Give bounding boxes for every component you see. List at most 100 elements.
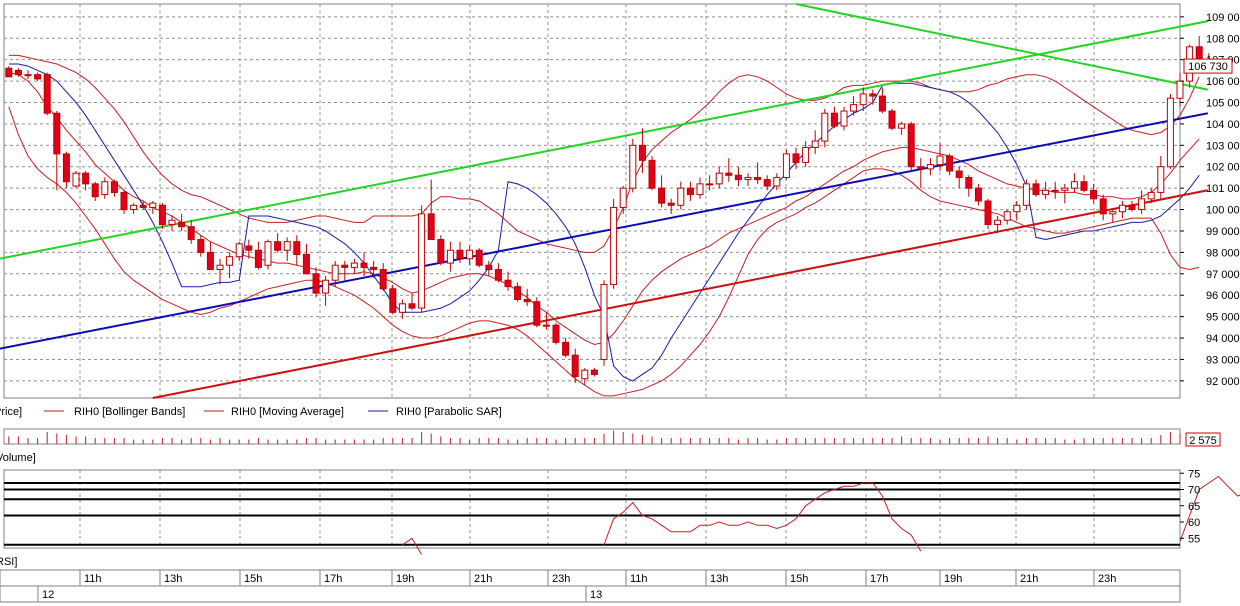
candle-down [965, 176, 973, 189]
volume-panel[interactable]: 2 575 Volume] [0, 428, 1221, 464]
candle-down [533, 301, 541, 326]
candle-down [946, 155, 954, 172]
candle-up [850, 104, 858, 112]
candle-down [254, 249, 262, 268]
candle-up [1022, 183, 1030, 206]
candle-down [763, 179, 771, 187]
price-tick-label: 106 000 [1206, 76, 1240, 88]
price-tick-label: 109 000 [1206, 12, 1240, 24]
candle-up [1042, 189, 1050, 196]
candle-up [331, 264, 339, 281]
trend-line-green[interactable] [795, 3, 1209, 91]
hour-label: 23h [552, 573, 570, 585]
candle-down [5, 67, 13, 78]
candle-down [917, 166, 925, 170]
candle-up [101, 181, 109, 196]
date-label: 12 [42, 589, 54, 601]
candle-up [1013, 204, 1021, 213]
candle-up [610, 206, 618, 286]
candle-down [504, 279, 512, 288]
candle-down [638, 144, 646, 161]
date-labels: 12 13 [37, 586, 602, 602]
candle-up [1070, 181, 1078, 189]
price-plot-frame [3, 3, 1181, 399]
trend-lines[interactable] [0, 3, 1209, 399]
candle-down [869, 93, 877, 97]
price-tick-label: 97 000 [1206, 269, 1240, 281]
candle-up [898, 123, 906, 129]
candle-up [235, 243, 243, 258]
candle-down [552, 324, 560, 343]
hour-label: 17h [324, 573, 342, 585]
candle-down [14, 69, 22, 76]
rsi-series [603, 482, 922, 552]
candle-up [936, 155, 944, 166]
legend-background [0, 402, 1180, 420]
candle-down [686, 187, 694, 196]
price-tick-label: 108 000 [1206, 33, 1240, 45]
candle-down [907, 123, 915, 168]
candle-down [341, 264, 349, 268]
trend-line-green[interactable] [0, 20, 1209, 260]
candle-down [888, 110, 896, 129]
candle-down [120, 191, 128, 211]
price-axis: 92 000 93 000 94 000 95 000 96 000 97 000 98 0… [1180, 12, 1240, 388]
candle-up [1176, 80, 1184, 99]
price-tick-label: 101 000 [1206, 183, 1240, 195]
candle-down [658, 187, 666, 204]
bollinger-lower [8, 106, 1200, 397]
candle-down [974, 187, 982, 202]
candle-down [725, 172, 733, 176]
candle-down [571, 354, 579, 378]
candle-down [158, 204, 166, 226]
price-tick-label: 104 000 [1206, 119, 1240, 131]
candle-down [91, 183, 99, 198]
hour-label: 13h [164, 573, 182, 585]
candle-up [619, 187, 627, 208]
candle-up [782, 153, 790, 178]
price-tick-label: 103 000 [1206, 140, 1240, 152]
candle-down [379, 269, 387, 290]
last-price-tag: 106 730 [1183, 58, 1233, 74]
candle-down [302, 254, 310, 275]
candle-down [178, 221, 186, 228]
candle-down [293, 241, 301, 256]
rsi-panel[interactable]: 55 60 65 70 75 RSI] [0, 468, 1240, 568]
hour-labels: 11h 13h 15h 17h 19h 21h 23h 11h 13h 15h 17h 19h 21h 2… [79, 570, 1116, 586]
candle-up [1147, 191, 1155, 200]
candle-down [955, 170, 963, 178]
candle-down [494, 269, 502, 281]
trend-line-red[interactable] [152, 189, 1209, 399]
hour-label: 11h [630, 573, 648, 585]
rsi-tick-label: 60 [1188, 517, 1200, 529]
price-tick-label: 96 000 [1206, 290, 1240, 302]
volume-bars [8, 430, 1200, 444]
candle-up [446, 249, 454, 264]
volume-value-box [1185, 432, 1221, 447]
candle-up [1003, 211, 1011, 221]
legend-bollinger: RIH0 [Bollinger Bands] [74, 406, 185, 418]
legend-sar: RIH0 [Parabolic SAR] [396, 406, 502, 418]
candle-up [72, 172, 80, 187]
candle-up [1118, 204, 1126, 213]
candle-up [811, 140, 819, 148]
candlesticks [5, 36, 1213, 386]
rsi-series [402, 537, 423, 555]
trend-line-blue[interactable] [0, 112, 1209, 350]
candle-down [878, 95, 886, 112]
price-panel[interactable]: 92 000 93 000 94 000 95 000 96 000 97 000 98 0… [0, 3, 1240, 399]
time-axis[interactable]: 11h 13h 15h 17h 19h 21h 23h 11h 13h 15h 17h 19h 21h 2… [0, 569, 1181, 603]
candle-up [350, 262, 358, 268]
hour-label: 17h [870, 573, 888, 585]
candle-up [24, 74, 32, 77]
candle-up [1166, 97, 1174, 168]
hour-label: 19h [944, 573, 962, 585]
hour-label: 21h [474, 573, 492, 585]
candle-down [1128, 204, 1136, 211]
candle-down [754, 176, 762, 181]
candle-up [706, 183, 714, 186]
rsi-tick-label: 75 [1188, 468, 1200, 480]
candle-down [734, 174, 742, 181]
candle-up [802, 146, 810, 163]
